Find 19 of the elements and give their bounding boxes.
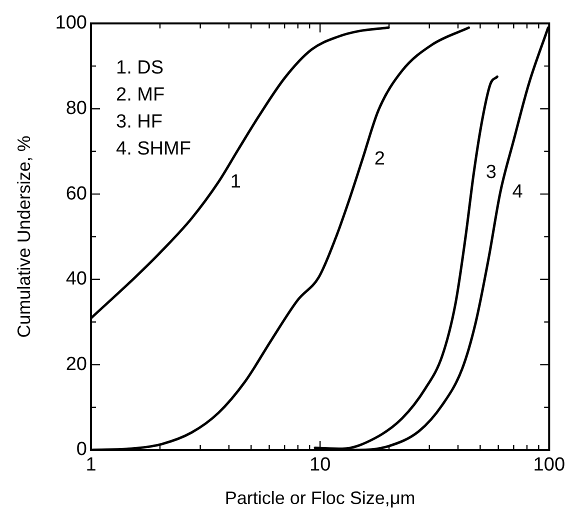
x-axis-title: Particle or Floc Size,μm bbox=[224, 488, 416, 508]
y-axis-title: Cumulative Undersize, % bbox=[14, 136, 34, 338]
y-tick-label: 0 bbox=[76, 439, 87, 460]
y-tick-label: 20 bbox=[66, 354, 87, 375]
annotation: 3. HF bbox=[116, 112, 162, 133]
series-label: 1 bbox=[230, 171, 242, 192]
x-tick-label: 1 bbox=[86, 454, 96, 476]
y-tick-label: 40 bbox=[66, 268, 87, 290]
series-label: 2 bbox=[374, 148, 385, 170]
legend-label: 4 bbox=[512, 182, 524, 203]
x-tick-label: 10 bbox=[310, 454, 331, 476]
y-tick-label: 100 bbox=[55, 12, 87, 34]
annotation: 2. MF bbox=[116, 84, 165, 106]
series-label: 3 bbox=[486, 162, 496, 183]
annotation: 1. DS bbox=[116, 58, 164, 79]
y-tick-label: 80 bbox=[66, 98, 87, 119]
annotation: 4. SHMF bbox=[116, 138, 191, 160]
x-tick-label: 100 bbox=[533, 454, 565, 476]
y-tick-label: 60 bbox=[66, 183, 87, 204]
